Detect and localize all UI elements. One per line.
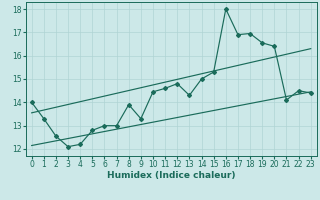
X-axis label: Humidex (Indice chaleur): Humidex (Indice chaleur) bbox=[107, 171, 236, 180]
